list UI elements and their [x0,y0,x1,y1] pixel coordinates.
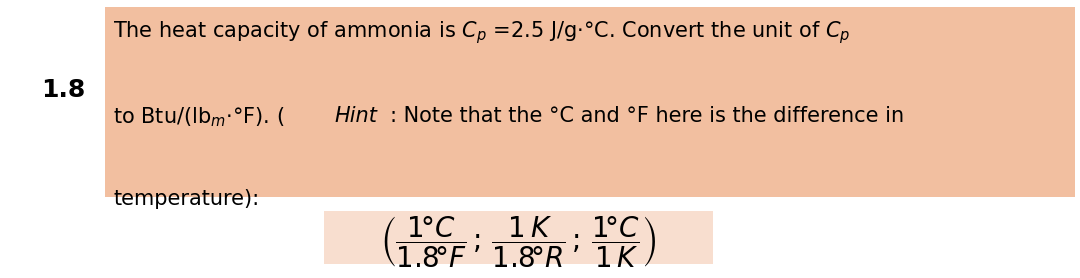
FancyBboxPatch shape [324,211,713,264]
Text: Hint: Hint [335,106,378,126]
Text: : Note that the °C and °F here is the difference in: : Note that the °C and °F here is the di… [390,106,904,126]
Text: 1.8: 1.8 [41,78,85,102]
Text: $\left(\dfrac{1\!°C}{1.8\!°F}\,;\,\dfrac{1\,K}{1.8\!°R}\,;\,\dfrac{1\!°C}{1\,K}\: $\left(\dfrac{1\!°C}{1.8\!°F}\,;\,\dfrac… [380,214,657,269]
Text: The heat capacity of ammonia is $C_p$ =2.5 J/g$\cdot$°C. Convert the unit of $C_: The heat capacity of ammonia is $C_p$ =2… [113,19,851,46]
Text: temperature):: temperature): [113,189,259,209]
FancyBboxPatch shape [105,7,1075,197]
Text: to Btu/(lb$_m$$\cdot$°F). (: to Btu/(lb$_m$$\cdot$°F). ( [113,106,285,129]
